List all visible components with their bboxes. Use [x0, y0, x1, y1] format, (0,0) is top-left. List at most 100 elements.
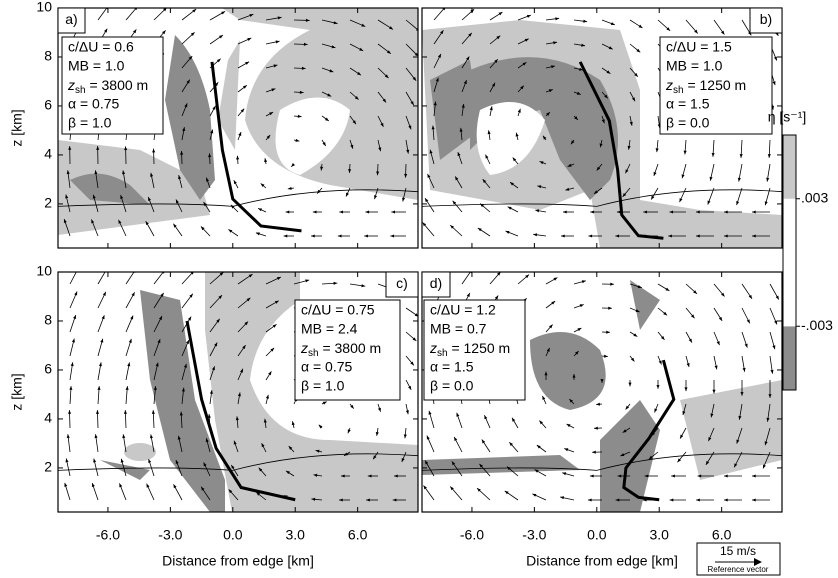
arrow-head: [364, 234, 368, 238]
arrow-head: [484, 415, 488, 420]
param-line: β = 1.0: [301, 378, 345, 394]
arrow-head: [97, 386, 101, 390]
param-line: α = 1.5: [666, 96, 710, 112]
param-symbol: z: [429, 340, 437, 356]
arrow-head: [359, 47, 364, 51]
arrow-head: [775, 295, 779, 300]
arrow-head: [410, 361, 414, 366]
arrow-head: [423, 485, 427, 490]
arrow-head: [738, 415, 742, 420]
edge-curve: [210, 61, 302, 233]
arrow-head: [549, 324, 553, 329]
arrow-head: [564, 448, 569, 452]
arrow-head: [255, 232, 260, 236]
param-value: = 3800 m: [319, 340, 382, 356]
arrow-head: [132, 29, 137, 34]
arrow-head: [487, 130, 491, 135]
arrow-head: [391, 210, 396, 214]
param-box: [659, 36, 773, 135]
arrow-head: [631, 97, 636, 102]
arrow-head: [561, 234, 565, 238]
edge-curve: [622, 359, 676, 502]
arrow-head: [402, 197, 406, 202]
param-box: [423, 299, 526, 401]
x-axis-label: Distance from edge [km]: [526, 553, 678, 569]
arrow-head: [122, 434, 126, 439]
arrow-head: [562, 472, 567, 476]
arrow-head: [479, 463, 483, 468]
arrow-head: [354, 96, 359, 100]
arrow-head: [454, 436, 458, 441]
arrow-head: [173, 484, 177, 489]
arrow-head: [720, 292, 725, 297]
x-tick-label: 3.0: [649, 527, 669, 543]
arrow-head: [489, 106, 493, 111]
arrow-head: [219, 272, 224, 276]
arrow-head: [390, 234, 395, 238]
arrow-head: [311, 234, 315, 238]
reference-box: [696, 542, 781, 576]
arrow-head: [311, 497, 316, 501]
arrow-head: [630, 357, 635, 362]
y-tick-label: 2: [44, 195, 52, 211]
arrow-head: [346, 192, 349, 197]
arrow-head: [684, 387, 688, 392]
arrow-head: [305, 18, 310, 22]
arrow-head: [333, 281, 338, 285]
arrow-head: [682, 411, 686, 415]
arrow-head: [189, 293, 193, 298]
arrow-head: [327, 93, 332, 97]
y-tick-label: 8: [44, 48, 52, 64]
arrow-head: [707, 200, 711, 205]
x-tick-label: 6.0: [712, 527, 732, 543]
wind-vector: [69, 272, 77, 285]
arrow-head: [63, 219, 67, 224]
param-subscript: sh: [308, 348, 319, 359]
arrow-head: [767, 154, 771, 158]
arrow-head: [466, 292, 470, 297]
arrow-head: [374, 195, 378, 200]
arrow-head: [428, 410, 432, 415]
y-axis-label: z [km]: [9, 373, 25, 410]
arrow-head: [287, 186, 292, 190]
arrow-head: [737, 177, 741, 182]
param-line: c/ΔU = 0.75: [301, 302, 375, 318]
arrow-head: [742, 367, 746, 372]
arrow-head: [572, 373, 576, 378]
plot-frame: [57, 271, 419, 513]
arrow-head: [186, 79, 190, 84]
y-axis-label: z [km]: [9, 109, 25, 146]
arrow-head: [764, 441, 768, 446]
arrow-head: [240, 368, 243, 373]
arrow-head: [555, 17, 560, 21]
arrow-head: [122, 170, 126, 175]
arrow-head: [466, 56, 470, 61]
arrow-head: [324, 117, 329, 121]
arrow-head: [145, 221, 149, 226]
arrow-head: [212, 105, 216, 110]
arrow-head: [427, 173, 431, 178]
arrow-head: [542, 135, 547, 140]
arrow-head: [663, 311, 668, 316]
arrow-head: [361, 284, 366, 288]
arrow-head: [768, 394, 772, 398]
arrow-head: [357, 71, 361, 76]
arrow-head: [65, 194, 69, 199]
arrow-head: [596, 166, 601, 171]
arrow-head: [636, 48, 641, 53]
y-tick-label: 4: [44, 146, 52, 162]
arrow-head: [638, 24, 643, 28]
param-line: β = 0.0: [666, 115, 710, 131]
panel-label: d): [430, 275, 442, 291]
arrow-head: [553, 41, 558, 45]
param-line: zsh = 1250 m: [665, 77, 746, 96]
arrow-head: [333, 21, 338, 25]
arrow-head: [216, 58, 221, 63]
arrow-head: [264, 158, 268, 163]
arrow-head: [373, 455, 377, 460]
arrow-head: [587, 498, 592, 502]
arrow-head: [242, 345, 246, 349]
arrow-head: [339, 210, 343, 214]
panel-label-box: [749, 7, 783, 34]
arrow-head: [542, 395, 546, 400]
